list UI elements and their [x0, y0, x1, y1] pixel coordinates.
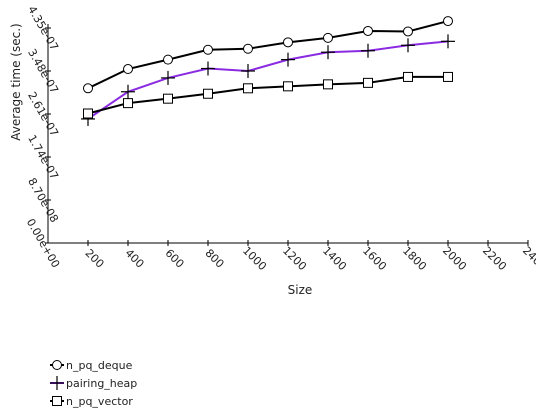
data-point	[164, 94, 173, 103]
data-point	[84, 84, 93, 93]
data-point	[204, 45, 213, 54]
legend-item-pairing_heap: pairing_heap	[50, 376, 137, 390]
y-tick-label: 8.70e-08	[25, 176, 61, 225]
y-tick-label: 3.48e-07	[25, 47, 61, 96]
legend-item-n_pq_deque: n_pq_deque	[50, 359, 133, 372]
data-point	[204, 89, 213, 98]
x-tick-label: 1800	[400, 244, 429, 273]
data-point	[241, 64, 255, 78]
x-tick-label: 2000	[440, 244, 469, 273]
data-point	[324, 33, 333, 42]
data-point	[364, 26, 373, 35]
data-point	[124, 65, 133, 74]
legend-label: pairing_heap	[66, 377, 137, 390]
series-n_pq_deque	[84, 17, 453, 93]
plot-area	[81, 17, 455, 126]
data-point	[444, 72, 453, 81]
data-point	[161, 71, 175, 85]
x-tick-label: 1000	[240, 244, 269, 273]
data-point	[364, 78, 373, 87]
series-line-n_pq_vector	[88, 77, 448, 114]
data-point	[121, 85, 135, 99]
y-tick-label: 1.74e-07	[25, 133, 61, 182]
data-point	[84, 109, 93, 118]
data-point	[324, 80, 333, 89]
data-point	[284, 82, 293, 91]
legend: n_pq_deque pairing_heap n_pq_vector	[50, 359, 137, 408]
x-axis-label: Size	[288, 283, 313, 297]
legend-item-n_pq_vector: n_pq_vector	[50, 395, 133, 408]
data-point	[284, 38, 293, 47]
data-point	[361, 44, 375, 58]
series-line-pairing_heap	[88, 41, 448, 119]
data-point	[281, 53, 295, 67]
legend-label: n_pq_deque	[66, 359, 133, 372]
data-point	[444, 17, 453, 26]
data-point	[401, 38, 415, 52]
data-point	[404, 72, 413, 81]
legend-label: n_pq_vector	[66, 395, 133, 408]
x-tick-label: 1400	[320, 244, 349, 273]
x-tick-label: 1600	[360, 244, 389, 273]
data-point	[244, 44, 253, 53]
data-point	[244, 84, 253, 93]
x-tick-label: 600	[162, 247, 186, 271]
y-axis-label: Average time (sec.)	[9, 23, 23, 140]
x-ticks: 200 400 600 800 1000 1200 1400 1600 1800 2000 2200…	[82, 240, 536, 273]
data-point	[321, 45, 335, 59]
legend-marker	[53, 397, 62, 406]
y-tick-label: 4.35e-07	[25, 4, 61, 53]
series-n_pq_vector	[84, 72, 453, 118]
y-ticks: 0.00e+008.70e-081.74e-072.61e-073.48e-07…	[24, 4, 63, 270]
x-tick-label: 800	[202, 247, 226, 271]
x-tick-label: 200	[82, 247, 106, 271]
y-tick-label: 2.61e-07	[25, 90, 61, 139]
x-tick-label: 2200	[480, 244, 509, 273]
data-point	[201, 62, 215, 76]
legend-marker	[50, 376, 64, 390]
data-point	[404, 27, 413, 36]
data-point	[164, 55, 173, 64]
legend-marker	[53, 361, 62, 370]
x-tick-label: 2400	[520, 244, 536, 273]
x-tick-label: 1200	[280, 244, 309, 273]
series-pairing_heap	[81, 34, 455, 126]
data-point	[441, 34, 455, 48]
data-point	[124, 99, 133, 108]
x-tick-label: 400	[122, 247, 146, 271]
